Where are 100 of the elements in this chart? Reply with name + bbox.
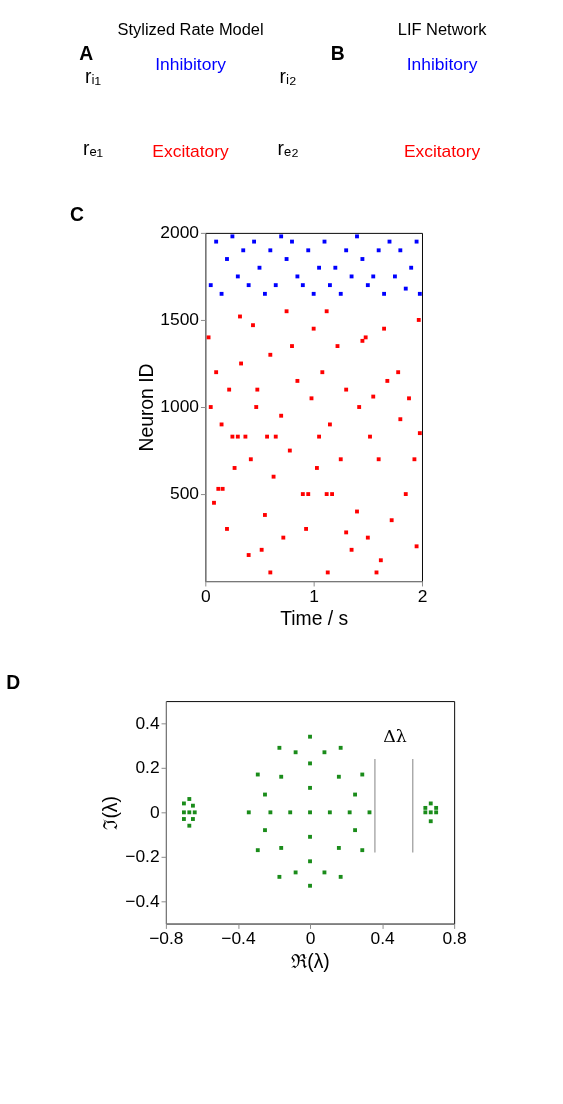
point [353, 828, 358, 833]
point [311, 291, 316, 296]
point [392, 274, 397, 279]
point [262, 291, 267, 296]
point [255, 848, 260, 853]
point [344, 248, 349, 253]
point [327, 283, 332, 288]
x-tick-label: 0 [305, 928, 316, 949]
point [434, 805, 439, 810]
annotation: Δλ [383, 725, 407, 746]
point [300, 283, 305, 288]
point [423, 805, 428, 810]
point [235, 274, 240, 279]
point [308, 785, 312, 790]
text: Excitatory [403, 141, 481, 162]
text: rₑ₁ [82, 136, 104, 159]
point [317, 265, 322, 270]
point [187, 810, 192, 815]
point [371, 274, 376, 279]
point [336, 846, 341, 850]
text: rᵢ₂ [279, 64, 297, 87]
y-tick-label: 1000 [160, 396, 200, 417]
point [279, 846, 284, 850]
point [333, 265, 338, 270]
y-tick-label: 0 [149, 801, 160, 822]
point [417, 291, 422, 296]
y-tick-label: 500 [169, 483, 200, 504]
text: LIF Network [397, 19, 488, 38]
point [338, 291, 343, 296]
point [295, 274, 300, 279]
point [365, 283, 370, 288]
x-axis-title: ℜ(λ) [291, 949, 330, 972]
point [308, 834, 312, 839]
point [355, 234, 359, 239]
point [277, 745, 282, 750]
point [428, 819, 433, 824]
point [263, 828, 267, 833]
point [360, 257, 365, 261]
x-tick-label: −0.4 [221, 928, 256, 949]
point [214, 239, 219, 244]
text: C [69, 203, 84, 226]
point [376, 248, 381, 253]
x-axis-title: Time / s [280, 607, 349, 630]
point [308, 734, 312, 739]
point [347, 810, 352, 815]
point [288, 810, 293, 815]
text: Inhibitory [155, 54, 227, 75]
point [192, 810, 197, 815]
text: rᵢ₁ [85, 64, 102, 87]
x-tick-label: 2 [417, 585, 428, 606]
point [277, 874, 282, 879]
y-axis-title: ℑ(λ) [99, 796, 122, 830]
point [273, 283, 278, 288]
text: A [79, 42, 94, 65]
text: Stylized Rate Model [117, 19, 264, 38]
point [190, 803, 195, 808]
point [187, 823, 192, 828]
point [423, 810, 428, 815]
point [279, 234, 284, 239]
point [225, 257, 229, 261]
x-tick-label: 0.8 [442, 928, 467, 949]
point [293, 870, 298, 875]
y-axis-title: Neuron ID [134, 363, 157, 452]
point [349, 274, 354, 279]
point [398, 248, 403, 253]
point [308, 883, 312, 888]
y-tick-label: 1500 [160, 309, 200, 330]
point [338, 874, 343, 879]
point [306, 248, 311, 253]
point [230, 234, 235, 239]
point [308, 810, 312, 815]
point [409, 265, 414, 270]
point [181, 810, 186, 815]
point [268, 248, 273, 253]
point [382, 291, 387, 296]
point [428, 810, 433, 815]
point [268, 810, 273, 815]
point [190, 817, 195, 821]
point [246, 283, 251, 288]
x-tick-label: −0.8 [149, 928, 184, 949]
point [338, 745, 343, 750]
point [187, 797, 192, 801]
point [279, 774, 284, 779]
point [208, 283, 213, 288]
text: Inhibitory [406, 54, 478, 75]
point [293, 750, 298, 755]
point [327, 810, 332, 815]
point [181, 817, 186, 821]
y-tick-label: 0.4 [135, 712, 160, 733]
point [308, 761, 312, 766]
x-tick-label: 0.4 [370, 928, 395, 949]
point [252, 239, 257, 244]
point [284, 257, 289, 261]
text: rₑ₂ [277, 136, 299, 159]
point [308, 859, 312, 864]
point [336, 774, 341, 779]
text: Excitatory [152, 141, 230, 162]
point [246, 810, 251, 815]
y-tick-label: −0.4 [125, 890, 160, 911]
text: B [330, 42, 345, 65]
